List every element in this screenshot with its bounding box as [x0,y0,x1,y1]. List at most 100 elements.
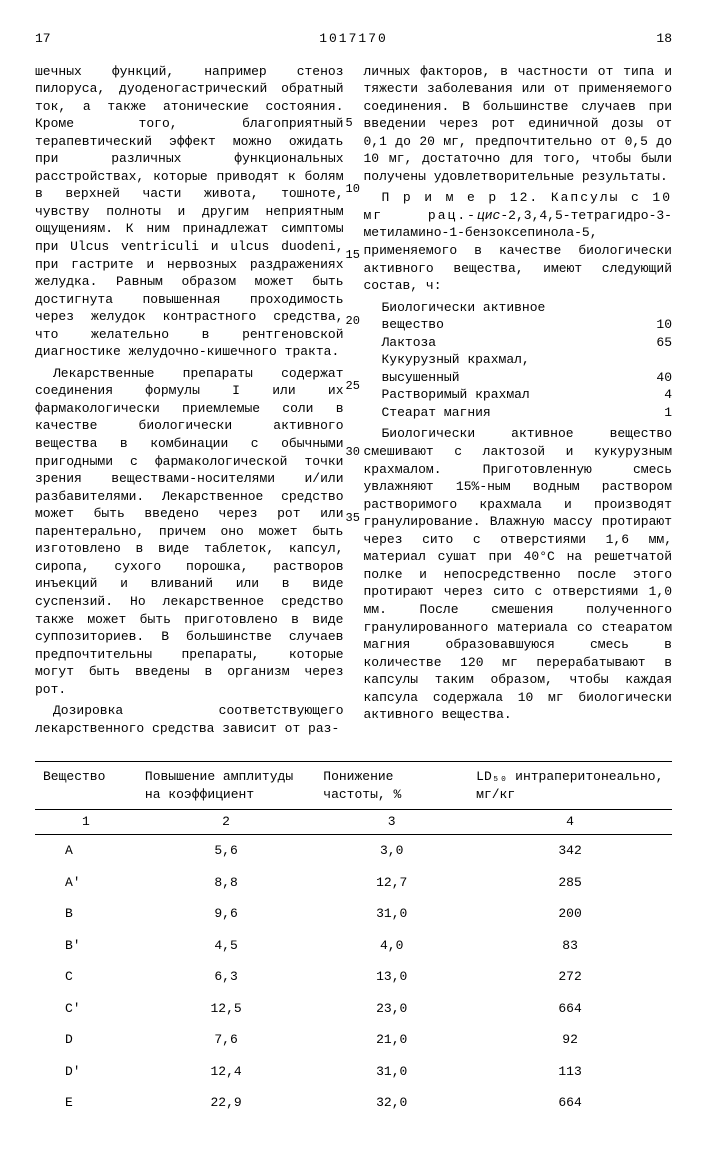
line-mark: 30 [346,444,360,460]
table-cell: B' [35,930,137,962]
table-row: C6,313,0272 [35,961,672,993]
table-row: C'12,523,0664 [35,993,672,1025]
table-row: E22,932,0664 [35,1087,672,1119]
composition-value [642,351,672,369]
table-cell: 13,0 [315,961,468,993]
line-mark: 15 [346,247,360,263]
th-ld50: LD₅₀ интраперитонеально, мг/кг [468,762,672,810]
left-p1: шечных функций, например стеноз пилоруса… [35,63,344,361]
table-cell: 4,5 [137,930,315,962]
table-cell: 32,0 [315,1087,468,1119]
table-row: B'4,54,083 [35,930,672,962]
table-row: B9,631,0200 [35,898,672,930]
line-mark: 35 [346,510,360,526]
body-text-wrapper: 5 10 15 20 25 30 35 шечных функций, например с… [35,63,672,742]
table-cell: 9,6 [137,898,315,930]
table-cell: 12,5 [137,993,315,1025]
right-column: личных факторов, в частности от типа и т… [364,63,673,742]
composition-label: Биологически активное [382,299,643,317]
th-frequency: Понижение частоты, % [315,762,468,810]
composition-row: Растворимый крахмал4 [382,386,673,404]
table-cell: 4,0 [315,930,468,962]
composition-label: Растворимый крахмал [382,386,643,404]
composition-list: Биологически активноевещество10Лактоза65… [382,299,673,422]
table-cell: A' [35,867,137,899]
sub-1: 1 [35,810,137,835]
line-mark: 5 [346,115,353,131]
table-row: A'8,812,7285 [35,867,672,899]
left-p3: Дозировка соответствующего лекарственног… [35,702,344,737]
table-cell: 285 [468,867,672,899]
table-cell: E [35,1087,137,1119]
right-p3: Биологически активное вещество смешивают… [364,425,673,723]
table-row: D7,621,092 [35,1024,672,1056]
table-cell: B [35,898,137,930]
right-p1: личных факторов, в частности от типа и т… [364,63,673,186]
table-cell: 22,9 [137,1087,315,1119]
line-mark: 25 [346,378,360,394]
composition-label: Кукурузный крахмал, [382,351,643,369]
table-cell: C' [35,993,137,1025]
composition-label: Лактоза [382,334,643,352]
line-mark: 10 [346,181,360,197]
table-cell: 21,0 [315,1024,468,1056]
table-cell: 31,0 [315,898,468,930]
composition-row: Биологически активное [382,299,673,317]
table-header-row: Вещество Повышение амплитуды на коэффици… [35,762,672,810]
composition-label: Стеарат магния [382,404,643,422]
table-cell: D [35,1024,137,1056]
table-cell: 23,0 [315,993,468,1025]
composition-row: вещество10 [382,316,673,334]
table-cell: 342 [468,834,672,866]
table-cell: 3,0 [315,834,468,866]
table-cell: 113 [468,1056,672,1088]
sub-4: 4 [468,810,672,835]
table-cell: D' [35,1056,137,1088]
table-cell: 7,6 [137,1024,315,1056]
table-cell: 272 [468,961,672,993]
composition-value: 40 [642,369,672,387]
composition-label: вещество [382,316,643,334]
composition-value [642,299,672,317]
composition-value: 4 [642,386,672,404]
table-cell: 664 [468,1087,672,1119]
table-cell: C [35,961,137,993]
sub-3: 3 [315,810,468,835]
page-num-left: 17 [35,30,65,48]
line-mark: 20 [346,313,360,329]
sub-2: 2 [137,810,315,835]
th-substance: Вещество [35,762,137,810]
left-p2: Лекарственные препараты содержат соедине… [35,365,344,698]
composition-row: Лактоза65 [382,334,673,352]
table-cell: 8,8 [137,867,315,899]
composition-value: 10 [642,316,672,334]
table-cell: A [35,834,137,866]
table-cell: 664 [468,993,672,1025]
table-cell: 200 [468,898,672,930]
table-cell: 12,4 [137,1056,315,1088]
page-num-right: 18 [642,30,672,48]
composition-row: Кукурузный крахмал, [382,351,673,369]
table-body: A5,63,0342A'8,812,7285B9,631,0200B'4,54,… [35,834,672,1118]
cis-italic: цис [477,208,500,223]
composition-value: 1 [642,404,672,422]
right-p2: П р и м е р 12. Капсулы с 10 мг рац.-цис… [364,189,673,294]
th-amplitude: Повышение амплитуды на коэффициент [137,762,315,810]
composition-value: 65 [642,334,672,352]
left-column: шечных функций, например стеноз пилоруса… [35,63,344,742]
table-subheader-row: 1 2 3 4 [35,810,672,835]
table-row: D'12,431,0113 [35,1056,672,1088]
composition-row: высушенный40 [382,369,673,387]
page-header: 17 1017170 18 [35,30,672,48]
table-cell: 12,7 [315,867,468,899]
composition-row: Стеарат магния1 [382,404,673,422]
table-cell: 92 [468,1024,672,1056]
composition-label: высушенный [382,369,643,387]
doc-number: 1017170 [65,30,642,48]
table-cell: 83 [468,930,672,962]
data-table: Вещество Повышение амплитуды на коэффици… [35,761,672,1119]
table-row: A5,63,0342 [35,834,672,866]
table-cell: 6,3 [137,961,315,993]
table-cell: 31,0 [315,1056,468,1088]
table-cell: 5,6 [137,834,315,866]
